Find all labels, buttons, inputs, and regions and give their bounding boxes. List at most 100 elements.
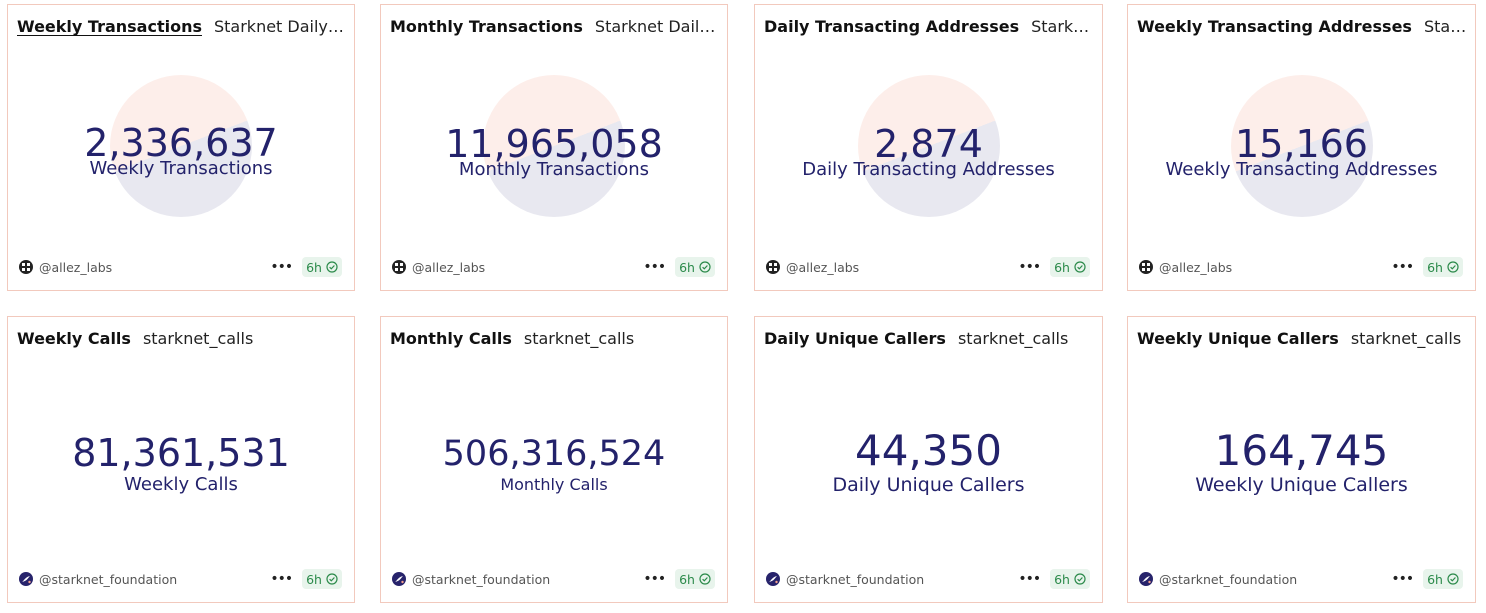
card-header: Daily Transacting Addresses Starknet Dai… xyxy=(764,17,1094,36)
starknet-foundation-avatar-icon[interactable] xyxy=(1139,572,1153,586)
card-header: Daily Unique Callers starknet_calls xyxy=(764,329,1094,348)
card-header: Monthly Transactions Starknet Daily Acti… xyxy=(390,17,719,36)
card-title-link[interactable]: Daily Transacting Addresses xyxy=(764,17,1020,36)
card-source-link[interactable]: starknet_calls xyxy=(142,329,254,348)
check-circle-icon xyxy=(1074,573,1086,585)
allez-labs-avatar-icon[interactable] xyxy=(1139,260,1153,274)
counter: 44,350 Daily Unique Callers xyxy=(755,426,1102,496)
counter-label: Monthly Calls xyxy=(500,475,608,494)
counter-value: 15,166 xyxy=(1235,122,1368,166)
check-circle-icon xyxy=(326,261,338,273)
counter-value: 164,745 xyxy=(1214,426,1389,475)
card-source-link[interactable]: starknet_calls xyxy=(957,329,1069,348)
more-options-icon[interactable]: ••• xyxy=(1018,259,1041,275)
card-footer: @starknet_foundation ••• 6h xyxy=(19,569,342,589)
owner-name-link[interactable]: @allez_labs xyxy=(786,259,860,275)
card-title-link[interactable]: Monthly Calls xyxy=(390,329,512,348)
counter-value: 11,965,058 xyxy=(445,122,663,166)
counter-value: 2,874 xyxy=(874,122,983,166)
freshness-badge[interactable]: 6h xyxy=(1050,569,1090,589)
card-header: Weekly Calls starknet_calls xyxy=(17,329,346,348)
counter-label: Weekly Unique Callers xyxy=(1195,474,1408,496)
card-footer: @starknet_foundation ••• 6h xyxy=(392,569,715,589)
counter-value: 506,316,524 xyxy=(442,434,666,474)
allez-labs-avatar-icon[interactable] xyxy=(766,260,780,274)
freshness-text: 6h xyxy=(306,571,322,587)
more-options-icon[interactable]: ••• xyxy=(1391,259,1414,275)
starknet-foundation-avatar-icon[interactable] xyxy=(392,572,406,586)
counter-background-circle xyxy=(1230,75,1373,217)
freshness-badge[interactable]: 6h xyxy=(302,569,342,589)
counter-label: Weekly Transacting Addresses xyxy=(1165,159,1438,180)
card-source-link[interactable]: Starknet Daily Active Users xyxy=(213,17,346,36)
more-options-icon[interactable]: ••• xyxy=(643,259,666,275)
card-footer: @allez_labs ••• 6h xyxy=(392,257,715,277)
owner-name-link[interactable]: @allez_labs xyxy=(412,259,486,275)
card-footer: @allez_labs ••• 6h xyxy=(766,257,1090,277)
check-circle-icon xyxy=(1074,261,1086,273)
freshness-text: 6h xyxy=(1427,571,1443,587)
counter-card-monthly-calls: Monthly Calls starknet_calls 506,316,524… xyxy=(380,316,728,603)
card-footer: @starknet_foundation ••• 6h xyxy=(1139,569,1463,589)
owner-name-link[interactable]: @starknet_foundation xyxy=(786,571,925,587)
card-title-link[interactable]: Weekly Transacting Addresses xyxy=(1137,17,1412,36)
freshness-badge[interactable]: 6h xyxy=(675,569,715,589)
freshness-text: 6h xyxy=(1054,259,1070,275)
freshness-badge[interactable]: 6h xyxy=(1050,257,1090,277)
counter-background-circle xyxy=(483,75,625,217)
card-source-link[interactable]: starknet_calls xyxy=(1350,329,1462,348)
counter-card-daily-unique-callers: Daily Unique Callers starknet_calls 44,3… xyxy=(754,316,1103,603)
card-title-link[interactable]: Weekly Transactions xyxy=(17,17,202,36)
owner-name-link[interactable]: @allez_labs xyxy=(1159,259,1233,275)
freshness-badge[interactable]: 6h xyxy=(302,257,342,277)
card-source-link[interactable]: Starknet Daily Active Users xyxy=(594,17,719,36)
freshness-text: 6h xyxy=(1054,571,1070,587)
owner-name-link[interactable]: @starknet_foundation xyxy=(39,571,178,587)
card-header: Weekly Unique Callers starknet_calls xyxy=(1137,329,1467,348)
counter: 2,336,637 Weekly Transactions xyxy=(8,121,354,179)
card-source-link[interactable]: Starknet Daily Active Users xyxy=(1031,17,1094,36)
freshness-badge[interactable]: 6h xyxy=(1423,569,1463,589)
counter-card-daily-transacting-addresses: Daily Transacting Addresses Starknet Dai… xyxy=(754,4,1103,291)
card-title-link[interactable]: Weekly Calls xyxy=(17,329,131,348)
card-source-link[interactable]: starknet_calls xyxy=(523,329,635,348)
more-options-icon[interactable]: ••• xyxy=(1391,571,1414,587)
check-circle-icon xyxy=(326,573,338,585)
counter-background-circle xyxy=(110,75,252,217)
card-title-link[interactable]: Monthly Transactions xyxy=(390,17,583,36)
card-header: Monthly Calls starknet_calls xyxy=(390,329,719,348)
owner-name-link[interactable]: @starknet_foundation xyxy=(1159,571,1298,587)
counter: 15,166 Weekly Transacting Addresses xyxy=(1128,122,1475,180)
freshness-badge[interactable]: 6h xyxy=(675,257,715,277)
owner-name-link[interactable]: @starknet_foundation xyxy=(412,571,551,587)
counter: 164,745 Weekly Unique Callers xyxy=(1128,426,1475,496)
more-options-icon[interactable]: ••• xyxy=(270,571,293,587)
card-title-link[interactable]: Weekly Unique Callers xyxy=(1137,329,1339,348)
allez-labs-avatar-icon[interactable] xyxy=(392,260,406,274)
counter-value: 44,350 xyxy=(855,426,1002,475)
freshness-text: 6h xyxy=(679,571,695,587)
counter: 11,965,058 Monthly Transactions xyxy=(381,122,727,180)
card-source-link[interactable]: Starknet Daily Active Users xyxy=(1423,17,1467,36)
check-circle-icon xyxy=(699,573,711,585)
card-header: Weekly Transactions Starknet Daily Activ… xyxy=(17,17,346,36)
check-circle-icon xyxy=(1447,573,1459,585)
counter-label: Daily Transacting Addresses xyxy=(802,159,1055,180)
card-title-link[interactable]: Daily Unique Callers xyxy=(764,329,946,348)
card-footer: @allez_labs ••• 6h xyxy=(19,257,342,277)
freshness-text: 6h xyxy=(306,259,322,275)
more-options-icon[interactable]: ••• xyxy=(270,259,293,275)
allez-labs-avatar-icon[interactable] xyxy=(19,260,33,274)
counter-label: Monthly Transactions xyxy=(458,159,650,180)
freshness-badge[interactable]: 6h xyxy=(1423,257,1463,277)
starknet-foundation-avatar-icon[interactable] xyxy=(19,572,33,586)
starknet-foundation-avatar-icon[interactable] xyxy=(766,572,780,586)
counter-label: Daily Unique Callers xyxy=(832,474,1025,496)
counter-label: Weekly Calls xyxy=(124,474,238,495)
more-options-icon[interactable]: ••• xyxy=(643,571,666,587)
counter-card-weekly-unique-callers: Weekly Unique Callers starknet_calls 164… xyxy=(1127,316,1476,603)
owner-name-link[interactable]: @allez_labs xyxy=(39,259,113,275)
counter-card-monthly-transactions: Monthly Transactions Starknet Daily Acti… xyxy=(380,4,728,291)
more-options-icon[interactable]: ••• xyxy=(1018,571,1041,587)
check-circle-icon xyxy=(699,261,711,273)
